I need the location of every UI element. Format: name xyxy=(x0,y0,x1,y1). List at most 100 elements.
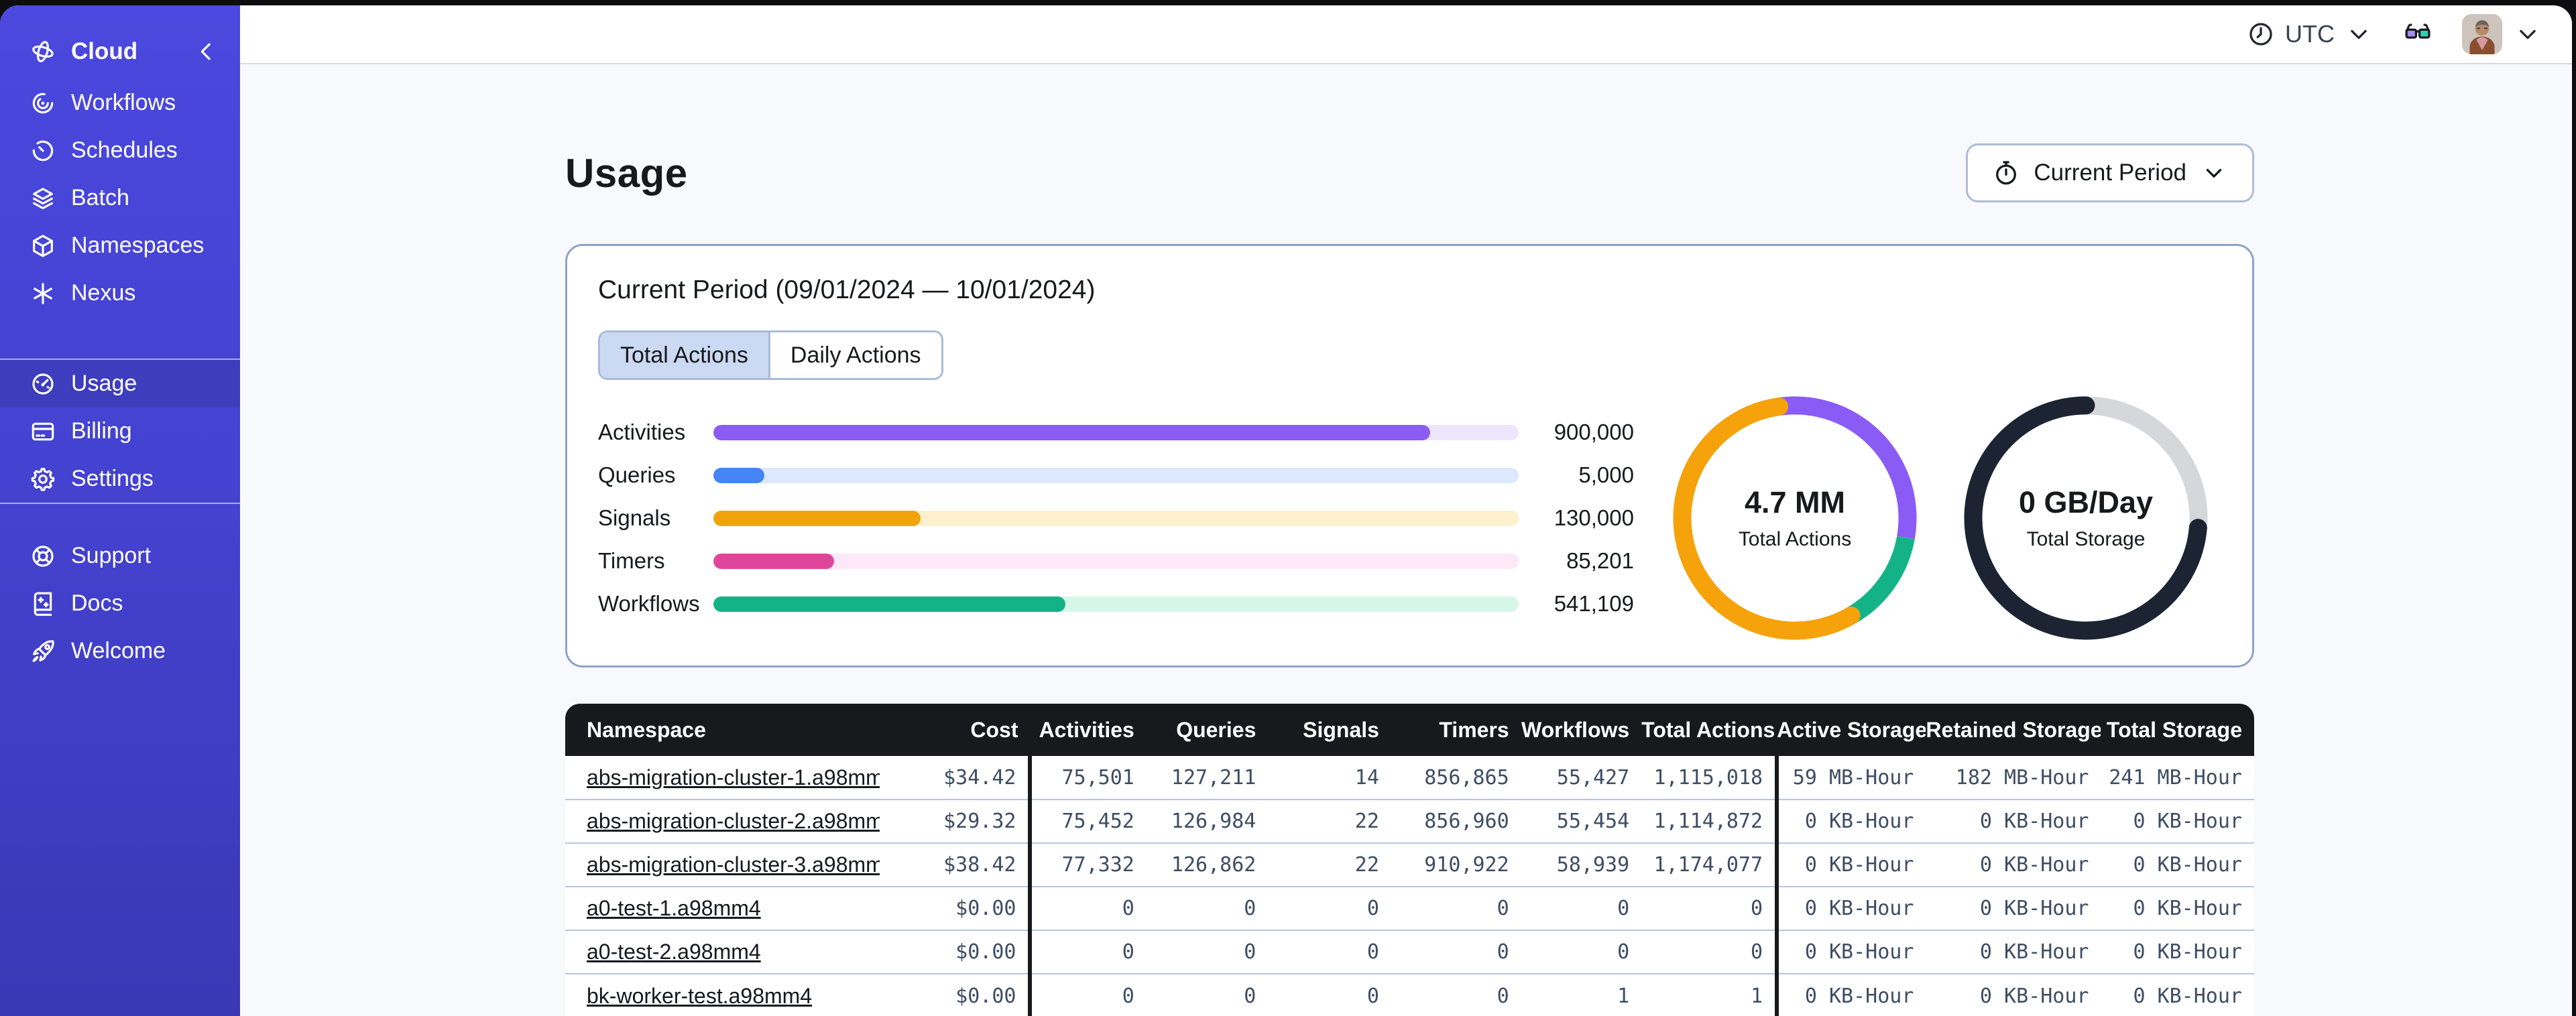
bar-value: 130,000 xyxy=(1554,505,1634,530)
cell-retained-storage: 0 KB-Hour xyxy=(1926,973,2101,1016)
workflows-icon xyxy=(30,90,56,117)
sidebar-item-docs[interactable]: Docs xyxy=(0,580,240,627)
tab-daily-actions[interactable]: Daily Actions xyxy=(768,332,941,378)
sidebar-brand[interactable]: Cloud xyxy=(0,25,240,78)
usage-bars: Activities 900,000 Queries 5,000 Signals 130,… xyxy=(598,411,1634,625)
namespace-cell: abs-migration-cluster-2.a98mm4 xyxy=(565,799,880,843)
sidebar-item-schedules[interactable]: Schedules xyxy=(0,127,240,174)
namespace-link[interactable]: abs-migration-cluster-2.a98mm4 xyxy=(587,809,880,833)
cell-activities: 0 xyxy=(1028,930,1147,974)
panel-heading: Current Period (09/01/2024 — 10/01/2024) xyxy=(598,275,1096,304)
namespace-cell: abs-migration-cluster-3.a98mm4 xyxy=(565,842,880,887)
column-header-signals: Signals xyxy=(1268,704,1391,756)
table-row: abs-migration-cluster-1.a98mm4 $34.42 75,5… xyxy=(565,756,2254,800)
table-row: abs-migration-cluster-3.a98mm4 $38.42 77,3… xyxy=(565,842,2254,887)
cell-signals: 22 xyxy=(1268,799,1391,843)
sidebar-item-welcome[interactable]: Welcome xyxy=(0,627,240,675)
user-menu-button[interactable] xyxy=(2462,14,2542,54)
bar-label: Activities xyxy=(598,420,686,444)
nexus-icon xyxy=(30,280,56,307)
cell-total-actions: 1 xyxy=(1641,973,1777,1016)
cell-queries: 0 xyxy=(1146,973,1269,1016)
sidebar-item-billing[interactable]: Billing xyxy=(0,407,240,455)
cell-total-actions: 1,115,018 xyxy=(1641,756,1777,800)
cell-workflows: 1 xyxy=(1521,973,1642,1016)
sidebar-item-nexus[interactable]: Nexus xyxy=(0,269,240,317)
namespace-link[interactable]: bk-worker-test.a98mm4 xyxy=(587,983,813,1008)
table-row: a0-test-1.a98mm4 $0.00 0 0 0 0 0 0 0 KB-Hour 0 KB… xyxy=(565,886,2254,930)
cell-total-actions: 1,114,872 xyxy=(1641,799,1777,843)
sidebar-item-workflows[interactable]: Workflows xyxy=(0,79,240,127)
sidebar-item-namespaces[interactable]: Namespaces xyxy=(0,222,240,269)
donut-total-actions: 4.7 MM Total Actions xyxy=(1670,393,1920,643)
donut-label: Total Storage xyxy=(2026,528,2146,550)
cell-signals: 0 xyxy=(1268,886,1391,930)
chevron-down-icon xyxy=(2200,159,2228,187)
cell-cost: $0.00 xyxy=(880,973,1031,1016)
cell-active-storage: 0 KB-Hour xyxy=(1775,886,1926,930)
main-area: UTC xyxy=(240,5,2572,1016)
sidebar-item-label: Support xyxy=(71,543,152,568)
sidebar-item-batch[interactable]: Batch xyxy=(0,174,240,222)
sidebar-item-label: Billing xyxy=(71,418,132,444)
sidebar: Cloud Workflows Schedules Batch Namespaces N… xyxy=(0,5,240,1016)
sidebar-gap xyxy=(0,317,240,359)
cell-cost: $38.42 xyxy=(880,842,1031,887)
sidebar-item-label: Batch xyxy=(71,185,129,210)
donut-center: 4.7 MM Total Actions xyxy=(1670,393,1920,643)
bar-label: Queries xyxy=(598,462,676,487)
column-header-namespace: Namespace xyxy=(565,704,880,756)
sidebar-item-label: Usage xyxy=(71,371,137,396)
cell-total-actions: 0 xyxy=(1641,886,1777,930)
bar-fill xyxy=(713,553,835,569)
bar-fill xyxy=(713,596,1065,612)
sidebar-item-settings[interactable]: Settings xyxy=(0,455,240,503)
cell-timers: 0 xyxy=(1391,886,1521,930)
actions-tab-group: Total Actions Daily Actions xyxy=(598,330,943,380)
cell-total-storage: 0 KB-Hour xyxy=(2101,886,2254,930)
column-header-activities: Activities xyxy=(1030,704,1147,756)
sidebar-item-usage[interactable]: Usage xyxy=(0,360,240,407)
chevron-left-icon[interactable] xyxy=(193,38,220,65)
sidebar-gap xyxy=(0,504,240,532)
column-header-active-storage: Active Storage xyxy=(1777,704,1926,756)
cell-total-actions: 1,174,077 xyxy=(1641,842,1777,887)
tab-total-actions[interactable]: Total Actions xyxy=(600,332,768,378)
cell-active-storage: 0 KB-Hour xyxy=(1775,842,1926,887)
bar-fill xyxy=(713,510,921,526)
sidebar-item-label: Schedules xyxy=(71,137,178,163)
cell-active-storage: 0 KB-Hour xyxy=(1775,799,1926,843)
column-header-timers: Timers xyxy=(1391,704,1521,756)
timezone-selector[interactable]: UTC xyxy=(2246,19,2374,49)
sidebar-item-support[interactable]: Support xyxy=(0,532,240,580)
clock-icon xyxy=(2246,19,2276,49)
namespace-link[interactable]: a0-test-2.a98mm4 xyxy=(587,940,761,964)
cell-activities: 75,452 xyxy=(1028,799,1147,843)
cell-activities: 0 xyxy=(1028,973,1147,1016)
docs-icon xyxy=(30,590,56,617)
chevron-down-icon xyxy=(2513,19,2542,49)
donut-charts: 4.7 MM Total Actions 0 GB/Day Total Storage xyxy=(1670,393,2211,643)
cell-workflows: 58,939 xyxy=(1521,842,1642,887)
namespace-link[interactable]: abs-migration-cluster-1.a98mm4 xyxy=(587,765,880,789)
cell-total-storage: 241 MB-Hour xyxy=(2101,756,2254,800)
content: Usage Current Period Current Period (09/… xyxy=(240,64,2572,1016)
topbar: UTC xyxy=(240,5,2572,64)
bar-value: 900,000 xyxy=(1554,420,1634,444)
namespace-link[interactable]: abs-migration-cluster-3.a98mm4 xyxy=(587,852,880,877)
glasses-button[interactable] xyxy=(2403,18,2433,51)
donut-center: 0 GB/Day Total Storage xyxy=(1961,393,2211,643)
settings-icon xyxy=(30,466,56,493)
period-selector-button[interactable]: Current Period xyxy=(1966,143,2254,202)
cell-signals: 22 xyxy=(1268,842,1391,887)
namespace-cell: a0-test-2.a98mm4 xyxy=(565,930,880,974)
brand-label: Cloud xyxy=(71,38,138,64)
usage-bar-row: Signals 130,000 xyxy=(598,497,1634,539)
namespace-link[interactable]: a0-test-1.a98mm4 xyxy=(587,896,761,920)
namespace-cell: abs-migration-cluster-1.a98mm4 xyxy=(565,756,880,800)
chevron-down-icon xyxy=(2344,19,2374,49)
donut-value: 0 GB/Day xyxy=(2018,485,2154,519)
cell-total-storage: 0 KB-Hour xyxy=(2101,799,2254,843)
cell-workflows: 0 xyxy=(1521,886,1642,930)
column-header-total-storage: Total Storage xyxy=(2101,704,2254,756)
